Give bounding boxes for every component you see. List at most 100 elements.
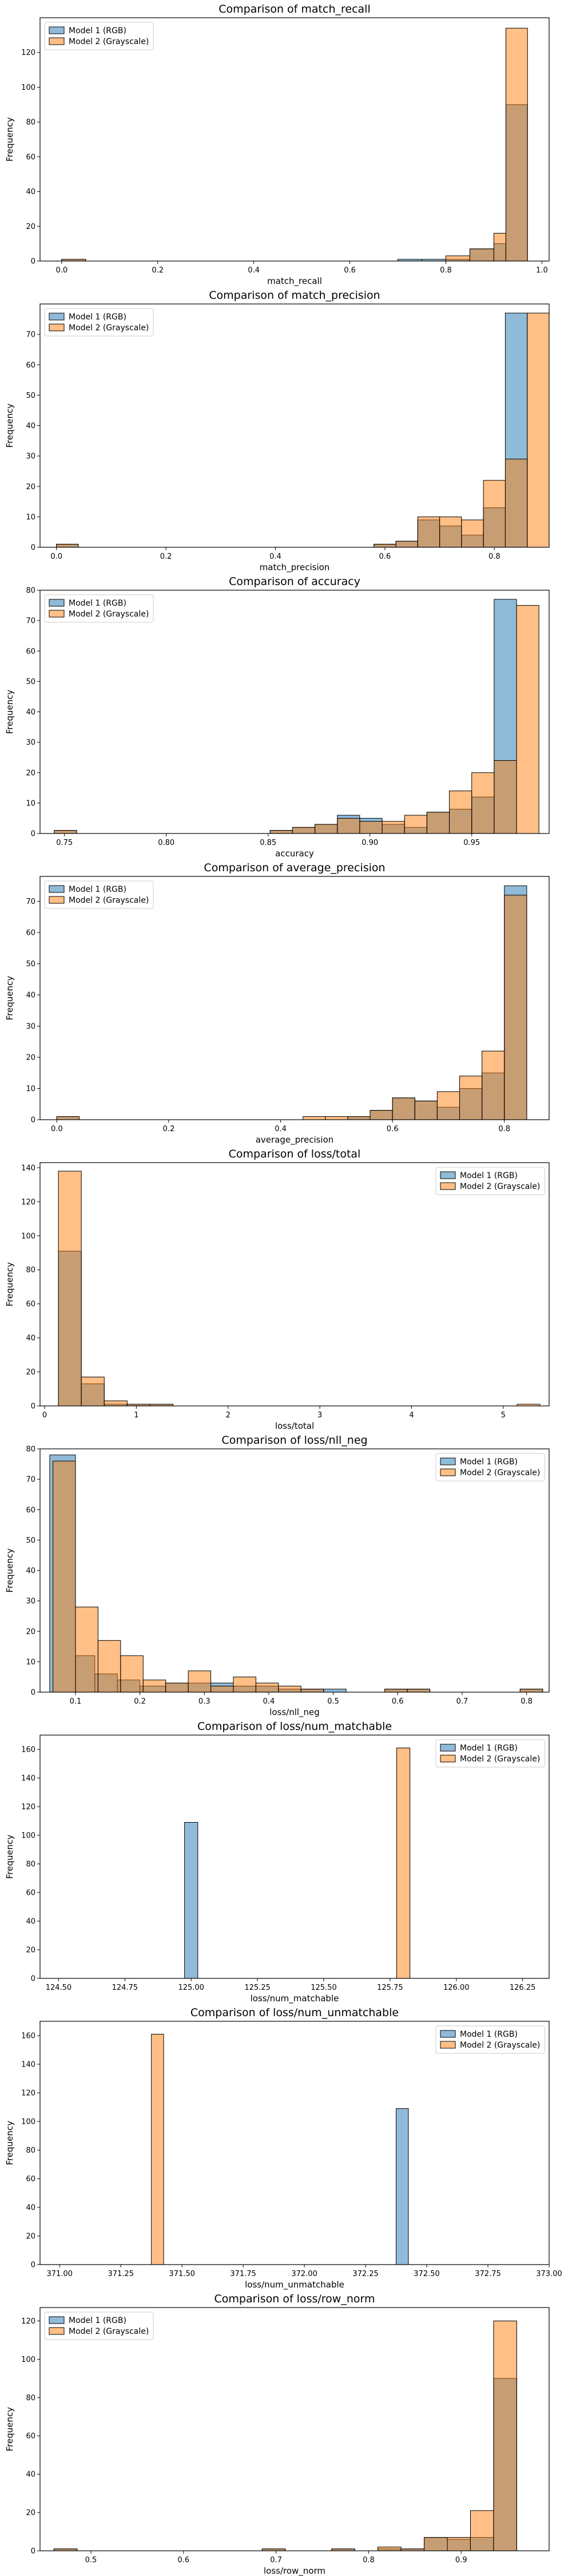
chart-panel-6: Comparison of loss/nll_neg 0.1 0.2 0.3 0.4 0.… xyxy=(5,1434,550,1718)
y-tick-label: 40 xyxy=(26,2204,35,2212)
x-tick-label: 0.85 xyxy=(260,839,276,847)
legend-label-model1: Model 1 (RGB) xyxy=(69,885,126,894)
x-tick-label: 0.6 xyxy=(379,552,391,561)
y-axis-label: Frequency xyxy=(5,2407,15,2452)
chart-legend: Model 1 (RGB) Model 2 (Grayscale) xyxy=(44,22,154,50)
histogram-bar-model2 xyxy=(404,815,427,834)
y-tick-label: 120 xyxy=(21,2089,35,2098)
y-tick-label: 160 xyxy=(21,1746,35,1755)
y-tick-label: 60 xyxy=(26,929,35,938)
legend-swatch-model1 xyxy=(440,1457,456,1465)
y-tick-label: 0 xyxy=(31,1975,35,1984)
x-tick-label: 124.50 xyxy=(46,1984,72,1992)
x-tick-label: 371.75 xyxy=(230,2270,256,2278)
histogram-bar-model2 xyxy=(347,1116,371,1120)
legend-label-model2: Model 2 (Grayscale) xyxy=(69,323,149,333)
legend-swatch-model2 xyxy=(440,1182,456,1190)
x-tick-label: 0.90 xyxy=(362,839,378,847)
y-tick-label: 0 xyxy=(31,2547,35,2556)
legend-label-model1: Model 1 (RGB) xyxy=(69,2316,126,2325)
x-axis-label: loss/num_unmatchable xyxy=(245,2279,344,2290)
y-tick-label: 20 xyxy=(26,1368,35,1377)
histogram-bar-model2 xyxy=(505,459,528,548)
x-axis-label: loss/nll_neg xyxy=(269,1707,320,1718)
histogram-bar-model1 xyxy=(184,1822,198,1979)
histogram-bar-model2 xyxy=(325,1116,348,1120)
legend-box xyxy=(44,22,154,50)
y-tick-label: 40 xyxy=(26,708,35,717)
chart-panel-3: Comparison of accuracy 0.75 0.80 0.85 0.90 0.… xyxy=(5,575,550,859)
x-tick-label: 5 xyxy=(501,1411,506,1420)
x-tick-label: 372.50 xyxy=(414,2270,440,2278)
x-tick-label: 0.8 xyxy=(488,552,500,561)
y-tick-label: 60 xyxy=(26,1300,35,1309)
legend-swatch-model2 xyxy=(49,37,65,45)
legend-swatch-model1 xyxy=(49,2316,65,2324)
legend-label-model2: Model 2 (Grayscale) xyxy=(69,896,149,905)
histogram-bar-model2 xyxy=(255,1682,279,1693)
legend-label-model2: Model 2 (Grayscale) xyxy=(69,37,149,46)
chart-panel-1: Comparison of match_recall 0.0 0.2 0.4 0.6 0.… xyxy=(5,3,550,287)
y-tick-label: 70 xyxy=(26,898,35,906)
legend-swatch-model2 xyxy=(440,1755,456,1763)
y-tick-label: 0 xyxy=(31,258,35,266)
y-tick-label: 10 xyxy=(26,1085,35,1093)
histogram-bar-model2 xyxy=(395,540,418,548)
x-tick-label: 0.2 xyxy=(134,1697,146,1706)
histogram-bar-model2 xyxy=(470,2510,494,2551)
x-tick-label: 0.2 xyxy=(152,266,164,275)
legend-label-model2: Model 2 (Grayscale) xyxy=(69,2327,149,2336)
y-tick-label: 20 xyxy=(26,483,35,491)
histogram-bar-model2 xyxy=(269,830,293,834)
histogram-bar-model2 xyxy=(459,1076,483,1120)
x-tick-label: 0.3 xyxy=(198,1697,210,1706)
y-tick-label: 80 xyxy=(26,587,35,595)
x-tick-label: 2 xyxy=(226,1411,231,1420)
y-tick-label: 60 xyxy=(26,361,35,370)
legend-swatch-model2 xyxy=(49,323,65,331)
x-tick-label: 0.8 xyxy=(498,1125,510,1133)
legend-box xyxy=(44,2312,154,2340)
histogram-bar-model2 xyxy=(407,1689,431,1693)
legend-label-model1: Model 1 (RGB) xyxy=(69,599,126,608)
x-tick-label: 0 xyxy=(42,1411,47,1420)
y-tick-label: 20 xyxy=(26,223,35,231)
legend-swatch-model2 xyxy=(49,610,65,618)
histogram-bar-model2 xyxy=(449,791,472,834)
y-tick-label: 0 xyxy=(31,544,35,552)
y-tick-label: 40 xyxy=(26,422,35,430)
histogram-bar-model2 xyxy=(461,519,484,548)
histogram-bar-model2 xyxy=(75,1606,98,1693)
x-tick-label: 124.75 xyxy=(112,1984,138,1992)
histogram-bar-model2 xyxy=(527,313,550,548)
x-axis-label: match_precision xyxy=(260,562,330,573)
x-axis-label: accuracy xyxy=(275,848,314,859)
y-tick-label: 120 xyxy=(21,1198,35,1207)
histogram-bar-model2 xyxy=(120,1655,144,1693)
y-tick-label: 80 xyxy=(26,118,35,127)
legend-swatch-model1 xyxy=(49,885,65,893)
histogram-bar-model2 xyxy=(384,1689,408,1693)
y-tick-label: 10 xyxy=(26,513,35,521)
y-axis-label: Frequency xyxy=(5,404,15,448)
x-tick-label: 0.75 xyxy=(56,839,73,847)
x-tick-label: 0.8 xyxy=(521,1697,533,1706)
histogram-bar-model2 xyxy=(303,1116,326,1120)
x-tick-label: 371.25 xyxy=(108,2270,134,2278)
x-tick-label: 0.4 xyxy=(248,266,260,275)
legend-label-model1: Model 1 (RGB) xyxy=(460,1457,518,1467)
y-tick-label: 120 xyxy=(21,1803,35,1812)
chart-title: Comparison of average_precision xyxy=(204,862,385,874)
legend-label-model2: Model 2 (Grayscale) xyxy=(460,1182,540,1191)
histogram-bar-model2 xyxy=(142,1680,166,1693)
histogram-bar-model2 xyxy=(471,772,495,834)
chart-legend: Model 1 (RGB) Model 2 (Grayscale) xyxy=(44,2312,154,2340)
y-tick-label: 30 xyxy=(26,738,35,747)
x-axis-label: loss/total xyxy=(275,1421,314,1431)
x-tick-label: 1 xyxy=(134,1411,138,1420)
x-tick-label: 0.7 xyxy=(270,2556,282,2565)
legend-box xyxy=(44,594,154,623)
x-tick-label: 4 xyxy=(409,1411,414,1420)
y-tick-label: 0 xyxy=(31,1402,35,1411)
